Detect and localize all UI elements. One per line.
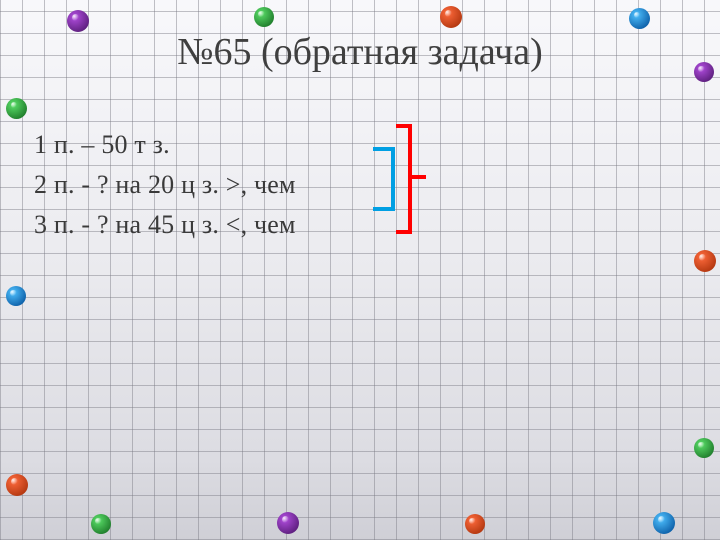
ball-decoration bbox=[67, 10, 89, 32]
ball-decoration bbox=[653, 512, 675, 534]
ball-decoration bbox=[440, 6, 462, 28]
ball-decoration bbox=[91, 514, 111, 534]
ball-decoration bbox=[254, 7, 274, 27]
slide-title: №65 (обратная задача) bbox=[0, 30, 720, 74]
ball-decoration bbox=[6, 474, 28, 496]
ball-decoration bbox=[694, 62, 714, 82]
ball-decoration bbox=[6, 98, 27, 119]
ball-decoration bbox=[465, 514, 485, 534]
bracket-inner bbox=[373, 147, 395, 211]
ball-decoration bbox=[277, 512, 299, 534]
ball-decoration bbox=[629, 8, 650, 29]
slide: №65 (обратная задача) 1 п. – 50 т з. 2 п… bbox=[0, 0, 720, 540]
ball-decoration bbox=[694, 438, 714, 458]
ball-decoration bbox=[6, 286, 26, 306]
problem-line-3: 3 п. - ? на 45 ц з. <, чем bbox=[34, 210, 296, 240]
problem-line-2: 2 п. - ? на 20 ц з. >, чем bbox=[34, 170, 296, 200]
ball-decoration bbox=[694, 250, 716, 272]
bracket-outer bbox=[396, 124, 412, 234]
problem-line-1: 1 п. – 50 т з. bbox=[34, 130, 170, 160]
bracket-tick bbox=[412, 175, 426, 179]
